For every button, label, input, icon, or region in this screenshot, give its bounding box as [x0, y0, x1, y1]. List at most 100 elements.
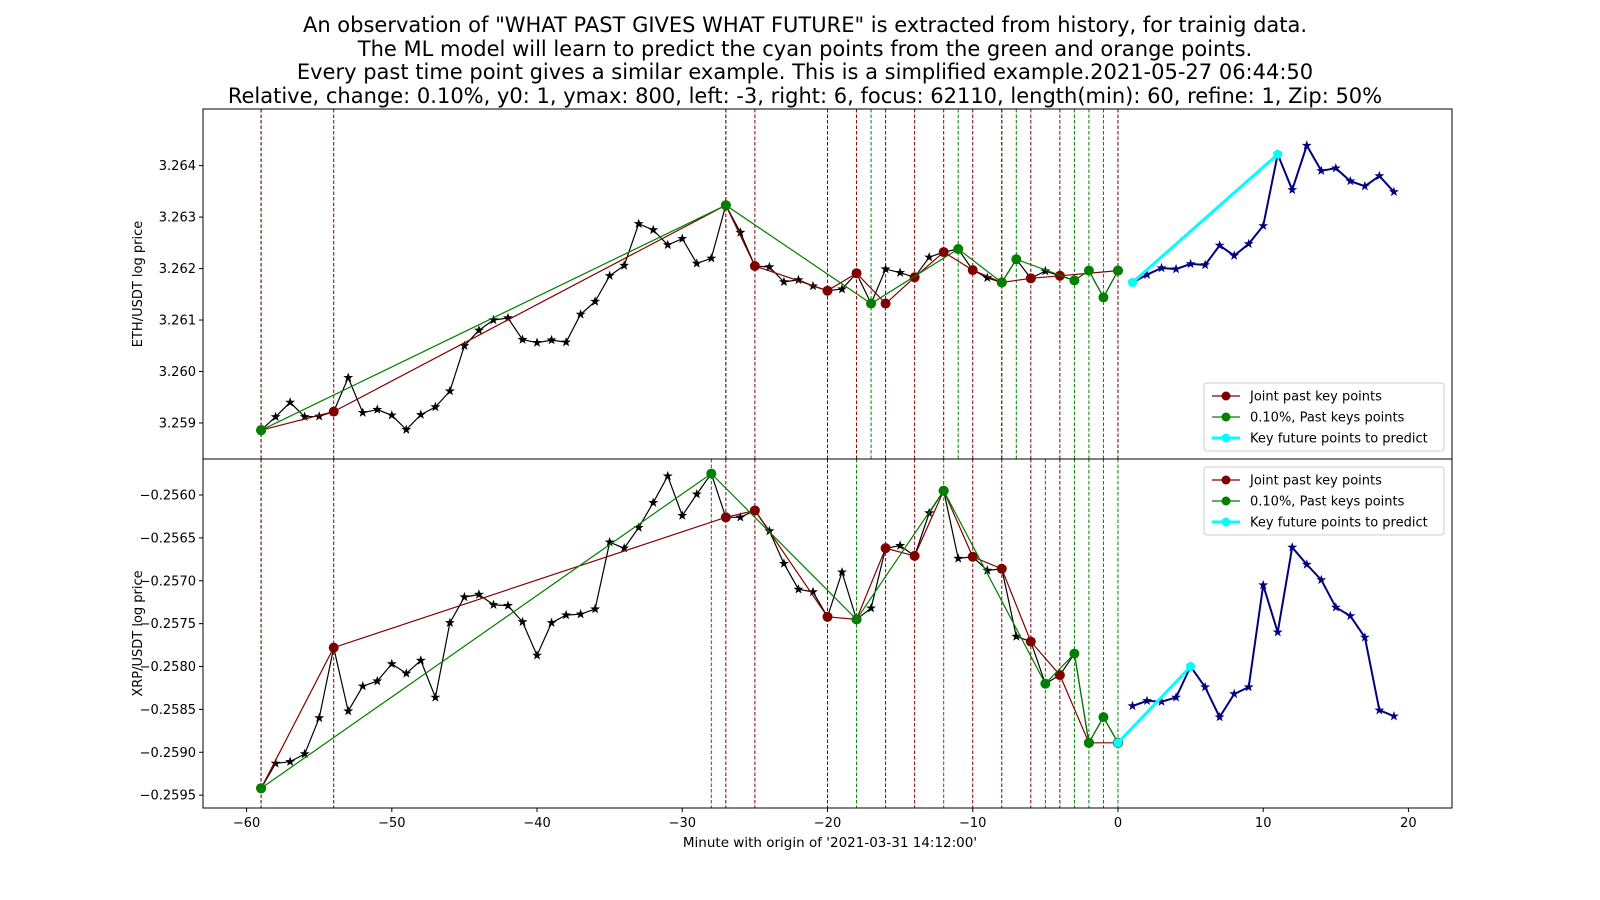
eth-y-axis-label: ETH/USDT log price [131, 221, 146, 347]
xrp-past-point [430, 692, 441, 702]
eth-joint-key-point [822, 285, 833, 296]
eth-past-point [735, 227, 746, 237]
xrp-legend-change-label: 0.10%, Past keys points [1250, 495, 1405, 510]
xrp-past-point [357, 681, 368, 691]
xrp-future-point [1156, 696, 1167, 706]
title-line-3: Every past time point gives a similar ex… [296, 60, 1314, 84]
eth-past-point [604, 270, 615, 280]
eth-joint-key-line [260, 204, 1119, 431]
xrp-change-key-point [1083, 737, 1094, 748]
xrp-past-point [837, 567, 847, 577]
eth-past-point [895, 267, 906, 277]
xrp-legend-joint-label: Joint past key points [1249, 474, 1382, 489]
eth-y-tick-label: 3.262 [159, 262, 196, 277]
xrp-future-point [1127, 700, 1138, 711]
xrp-past-point [285, 756, 296, 766]
xrp-joint-key-point [880, 543, 891, 554]
eth-future-point [1374, 170, 1385, 181]
xrp-future-point [1316, 574, 1327, 585]
eth-past-point [546, 334, 557, 345]
x-tick-label: −20 [814, 816, 841, 831]
xrp-future-point [1301, 559, 1312, 569]
xrp-joint-key-point [749, 505, 760, 516]
xrp-past-point [517, 616, 528, 627]
xrp-past-point [866, 603, 876, 613]
xrp-legend-key-future-label: Key future points to predict [1250, 516, 1428, 531]
eth-change-key-point [720, 200, 731, 211]
eth-past-point [561, 337, 571, 347]
xrp-past-point [575, 609, 586, 619]
eth-past-point [270, 411, 281, 421]
eth-past-point [415, 409, 426, 419]
eth-past-point [343, 372, 354, 382]
eth-past-point [532, 337, 542, 347]
x-tick-label: −30 [669, 816, 696, 831]
eth-joint-key-point [328, 406, 339, 417]
xrp-past-point [459, 591, 470, 602]
xrp-y-tick-label: −0.2585 [140, 703, 196, 718]
eth-future-point [1316, 165, 1327, 175]
xrp-future-price-line [1132, 545, 1395, 720]
xrp-y-tick-label: −0.2570 [140, 574, 196, 589]
eth-change-key-point [1069, 275, 1080, 286]
eth-future-point [1214, 240, 1225, 250]
xrp-future-point [1229, 688, 1240, 699]
xrp-past-point [372, 675, 383, 686]
eth-past-point [662, 239, 673, 250]
eth-past-point [357, 407, 368, 417]
xrp-change-key-point [938, 485, 949, 496]
xrp-y-tick-label: −0.2580 [140, 660, 196, 675]
eth-future-point [1330, 163, 1341, 173]
xrp-joint-key-point [822, 611, 833, 622]
xrp-past-price-line [260, 472, 1119, 789]
eth-change-key-point [953, 244, 964, 254]
eth-past-point [633, 218, 644, 228]
xrp-past-point [648, 497, 659, 507]
xrp-past-point [619, 543, 630, 553]
eth-future-point [1301, 140, 1312, 150]
eth-past-price-line [260, 203, 1119, 431]
eth-past-point [677, 233, 688, 243]
xrp-joint-key-point [1025, 636, 1036, 647]
xrp-y-tick-label: −0.2565 [140, 531, 196, 546]
xrp-past-point [401, 668, 412, 678]
eth-change-key-point [1112, 265, 1123, 276]
eth-past-point [488, 314, 499, 325]
xrp-past-point [444, 617, 455, 627]
xrp-y-tick-label: −0.2590 [140, 746, 196, 761]
xrp-change-key-point [1069, 648, 1080, 659]
eth-past-point [590, 296, 601, 306]
eth-past-point [982, 272, 993, 282]
xrp-past-point [546, 617, 557, 627]
eth-joint-key-point [1025, 273, 1036, 284]
eth-key-future-point [1127, 277, 1137, 287]
xrp-joint-key-point [996, 563, 1007, 574]
xrp-past-point [532, 650, 542, 660]
xrp-change-key-point [1098, 712, 1109, 723]
eth-joint-key-point [880, 298, 891, 309]
xrp-future-point [1345, 610, 1356, 621]
xrp-past-point [503, 600, 513, 610]
eth-y-tick-label: 3.264 [159, 159, 196, 174]
xrp-past-point [735, 512, 746, 522]
eth-past-point [285, 397, 296, 407]
xrp-future-point [1258, 579, 1269, 590]
eth-past-point [779, 276, 789, 287]
eth-past-point [299, 411, 310, 421]
xrp-price-panel: −0.2595 −0.2590 −0.2585 −0.2580 −0.2575 −0.25… [131, 458, 1453, 831]
eth-past-point [691, 258, 702, 268]
xrp-change-key-point [851, 614, 862, 625]
x-tick-label: 0 [1114, 816, 1122, 831]
eth-past-point [575, 309, 586, 319]
eth-change-key-line [260, 204, 1119, 431]
eth-price-panel: 3.259 3.260 3.261 3.262 3.263 3.264 ETH/USDT l… [131, 108, 1453, 460]
eth-future-point [1287, 184, 1298, 194]
eth-legend-joint-marker [1221, 391, 1231, 401]
xrp-y-axis-label: XRP/USDT log price [131, 570, 146, 696]
eth-past-point [764, 261, 775, 272]
eth-past-point [706, 253, 717, 263]
xrp-future-point [1389, 711, 1399, 721]
eth-future-point [1389, 186, 1399, 197]
xrp-past-point [488, 599, 499, 609]
xrp-joint-key-point [909, 550, 920, 561]
